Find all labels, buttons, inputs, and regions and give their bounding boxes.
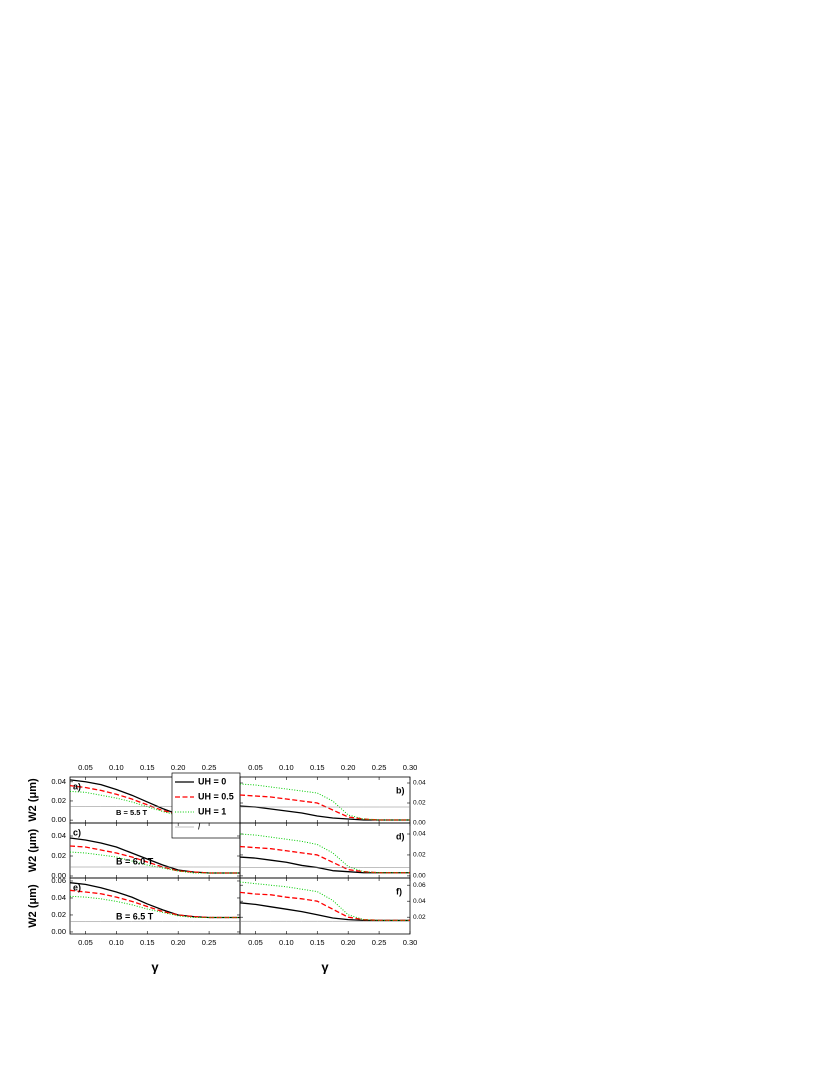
- y-axis-label: W2 (μm): [27, 828, 39, 872]
- y-tick-label: 0.02: [413, 914, 426, 921]
- y-tick-label: 0.00: [413, 873, 426, 880]
- y-tick-label: 0.02: [51, 851, 66, 860]
- y-tick-label: 0.02: [413, 852, 426, 859]
- x-tick-label: 0.10: [279, 763, 294, 772]
- data-line: [239, 856, 410, 874]
- legend-label: UH = 0: [198, 776, 226, 786]
- data-line: [69, 889, 240, 919]
- legend-label: UH = 1: [198, 806, 226, 816]
- y-tick-label: 0.06: [51, 876, 66, 885]
- panel-label: f): [396, 886, 402, 896]
- annotation: B = 6.5 T: [116, 911, 154, 921]
- panel-label: e): [73, 882, 81, 892]
- x-tick-label: 0.05: [78, 763, 93, 772]
- annotation: B = 6.0 T: [116, 856, 154, 866]
- y-tick-label: 0.02: [51, 910, 66, 919]
- x-axis-label: γ: [151, 959, 159, 974]
- y-tick-label: 0.02: [413, 800, 426, 807]
- x-tick-label: 0.25: [372, 938, 387, 947]
- x-axis-label: γ: [321, 959, 329, 974]
- y-tick-label: 0.04: [51, 777, 66, 786]
- x-tick-label: 0.30: [403, 938, 418, 947]
- y-tick-label: 0.02: [51, 796, 66, 805]
- data-line: [239, 794, 410, 821]
- x-tick-label: 0.10: [109, 763, 124, 772]
- data-line: [239, 833, 410, 874]
- x-tick-label: 0.15: [310, 938, 325, 947]
- panel-label: d): [396, 831, 405, 841]
- x-tick-label: 0.05: [78, 938, 93, 947]
- data-line: [239, 783, 410, 821]
- panel-frame: [239, 776, 411, 824]
- x-tick-label: 0.15: [310, 763, 325, 772]
- y-tick-label: 0.00: [51, 815, 66, 824]
- x-tick-label: 0.15: [140, 763, 155, 772]
- y-tick-label: 0.04: [413, 780, 426, 787]
- data-line: [69, 882, 240, 919]
- y-tick-label: 0.00: [413, 820, 426, 827]
- x-tick-label: 0.15: [140, 938, 155, 947]
- x-tick-label: 0.30: [403, 763, 418, 772]
- y-tick-label: 0.06: [413, 882, 426, 889]
- x-tick-label: 0.05: [248, 763, 263, 772]
- annotation: B = 5.5 T: [116, 808, 147, 817]
- y-axis-label: W2 (μm): [27, 884, 39, 928]
- x-tick-label: 0.20: [171, 938, 186, 947]
- x-tick-label: 0.20: [341, 763, 356, 772]
- data-line: [69, 845, 240, 874]
- x-tick-label: 0.25: [372, 763, 387, 772]
- legend-label: l: [198, 821, 201, 831]
- panel-label: b): [396, 785, 405, 795]
- x-tick-label: 0.10: [279, 938, 294, 947]
- y-axis-label: W2 (μm): [27, 778, 39, 822]
- data-line: [239, 805, 410, 821]
- x-tick-label: 0.20: [341, 938, 356, 947]
- data-line: [69, 837, 240, 874]
- panel-label: c): [73, 827, 81, 837]
- y-tick-label: 0.04: [413, 831, 426, 838]
- data-line: [69, 851, 240, 874]
- panel-frame: [239, 877, 411, 935]
- y-tick-label: 0.04: [51, 831, 66, 840]
- x-tick-label: 0.05: [248, 938, 263, 947]
- y-tick-label: 0.04: [51, 893, 66, 902]
- x-tick-label: 0.10: [109, 938, 124, 947]
- x-tick-label: 0.25: [202, 763, 217, 772]
- x-tick-label: 0.25: [202, 938, 217, 947]
- legend-label: UH = 0.5: [198, 791, 234, 801]
- data-line: [239, 881, 410, 921]
- x-tick-label: 0.20: [171, 763, 186, 772]
- y-tick-label: 0.00: [51, 871, 66, 880]
- panel-label: a): [73, 781, 81, 791]
- y-tick-label: 0.00: [51, 927, 66, 936]
- y-tick-label: 0.04: [413, 898, 426, 905]
- data-line: [69, 895, 240, 919]
- data-line: [239, 845, 410, 874]
